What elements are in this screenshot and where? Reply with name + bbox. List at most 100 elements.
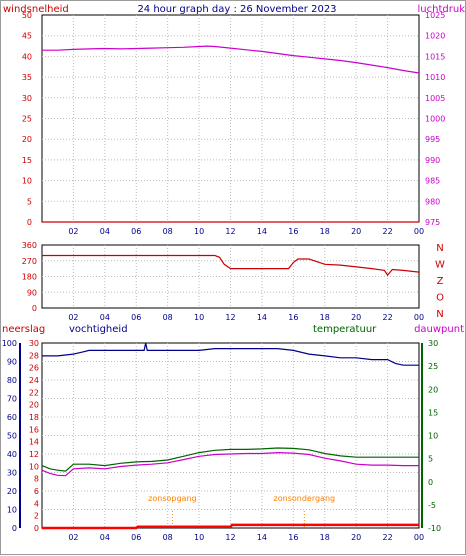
temperature-tick-label: 25 [428,362,438,371]
left-tick-label: 45 [22,32,32,41]
direction-tick-label: 180 [22,273,37,282]
x-tick-label: 00 [414,533,424,542]
temperature-tick-label: 10 [428,432,438,441]
left-tick-label: 50 [22,11,32,20]
x-tick-label: 10 [194,533,204,542]
x-tick-label: 06 [131,313,141,322]
x-tick-label: 16 [288,313,298,322]
plot-area [41,14,420,223]
humidity-tick-label: 60 [7,413,17,422]
compass-label: N [436,309,443,320]
x-tick-label: 12 [225,533,235,542]
rain-tick-label: 18 [29,413,39,422]
humidity-tick-label: 50 [7,432,17,441]
temperature-tick-label: 0 [428,478,433,487]
compass-label: W [435,260,445,271]
rain-tick-label: 6 [34,487,39,496]
right-tick-label: 1020 [425,32,445,41]
right-tick-label: 1010 [425,73,445,82]
temperature-axis-title: temperatuur [313,324,377,335]
rain-tick-label: 30 [29,339,39,348]
sun-annotation: zonsopgang [148,494,196,503]
direction-tick-label: 90 [27,288,37,297]
left-tick-label: 30 [22,94,32,103]
rain-axis-title: neerslag [2,324,45,335]
rain-tick-label: 4 [34,499,39,508]
humidity-axis-title: vochtigheid [69,324,128,335]
compass-label: Z [437,276,444,287]
chart-title: 24 hour graph day : 26 November 2023 [137,4,336,15]
right-tick-label: 980 [425,197,440,206]
x-tick-label: 22 [382,227,392,236]
left-tick-label: 0 [27,218,32,227]
wind-direction-line [42,254,420,277]
right-tick-label: 1005 [425,94,445,103]
x-tick-label: 20 [351,533,361,542]
x-tick-label: 08 [163,533,173,542]
temperature-tick-label: -10 [428,524,441,533]
x-tick-label: 20 [351,227,361,236]
rain-tick-label: 10 [29,462,39,471]
x-tick-label: 00 [414,313,424,322]
x-tick-label: 14 [257,533,267,542]
rain-tick-label: 22 [29,388,39,397]
compass-label: N [436,243,443,254]
x-tick-label: 22 [382,533,392,542]
humidity-tick-label: 70 [7,395,17,404]
humidity-tick-label: 0 [12,524,17,533]
x-tick-label: 10 [194,313,204,322]
humidity-tick-label: 80 [7,376,17,385]
x-tick-label: 10 [194,227,204,236]
rain-tick-label: 26 [29,364,39,373]
direction-tick-label: 270 [22,257,37,266]
header-labels: 24 hour graph day : 26 November 2023 [137,4,336,15]
right-tick-label: 1000 [425,115,445,124]
x-tick-label: 02 [68,533,78,542]
x-tick-label: 16 [288,227,298,236]
humidity-tick-label: 90 [7,358,17,367]
humidity-tick-label: 100 [2,339,17,348]
x-tick-label: 04 [100,533,110,542]
right-tick-label: 975 [425,218,440,227]
rain-tick-label: 8 [34,475,39,484]
left-tick-label: 40 [22,52,32,61]
dewpoint-line [41,451,419,477]
x-tick-label: 08 [163,227,173,236]
x-tick-label: 04 [100,313,110,322]
left-tick-label: 10 [22,177,32,186]
rain-line [42,523,419,530]
x-tick-label: 02 [68,227,78,236]
x-tick-label: 02 [68,313,78,322]
humidity-line [42,342,419,366]
direction-tick-label: 0 [32,304,37,313]
sun-annotation: zonsondergang [274,494,336,503]
rain-tick-label: 24 [29,376,39,385]
rain-tick-label: 2 [34,512,39,521]
direction-tick-label: 360 [22,241,37,250]
pressure-wind-panel: 02 04 06 08 10 12 14 16 18 20 22 00 windsnelheid luch… [3,4,465,236]
right-tick-label: 990 [425,156,440,165]
left-tick-label: 20 [22,135,32,144]
temperature-tick-label: 15 [428,408,438,417]
left-tick-label: 35 [22,73,32,82]
rain-tick-label: 12 [29,450,39,459]
x-tick-label: 12 [225,227,235,236]
pressure-line [42,45,420,74]
left-axis-title: windsnelheid [3,4,69,15]
x-tick-label: 12 [225,313,235,322]
right-tick-label: 995 [425,135,440,144]
temperature-line [41,447,419,472]
left-tick-label: 15 [22,156,32,165]
x-tick-label: 08 [163,313,173,322]
humidity-tick-label: 10 [7,506,17,515]
temperature-tick-label: -5 [428,501,436,510]
x-tick-label: 00 [414,227,424,236]
rain-tick-label: 14 [29,438,39,447]
right-tick-label: 985 [425,177,440,186]
right-tick-label: 1015 [425,52,445,61]
x-tick-label: 14 [257,313,267,322]
right-tick-label: 1025 [425,11,445,20]
